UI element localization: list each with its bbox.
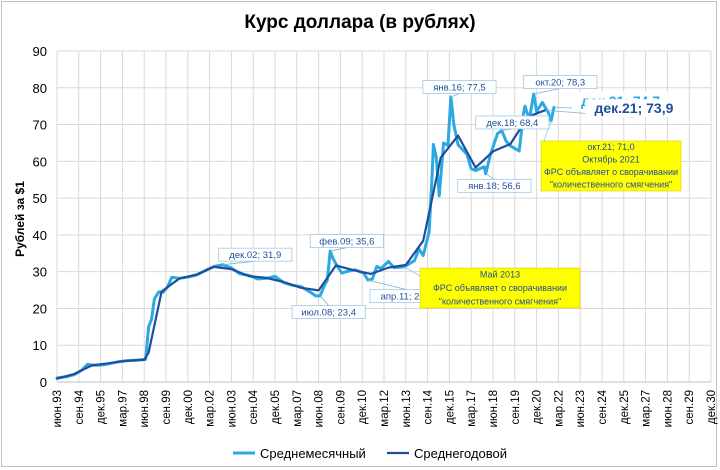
x-tick-label: июн.93	[52, 390, 64, 427]
legend-item: Среднегодовой	[387, 446, 507, 461]
x-tick-label: сен.29	[684, 390, 696, 424]
x-tick-label: дек.00	[183, 390, 195, 424]
svg-text:ФРС объявляет о сворачивании: ФРС объявляет о сворачивании	[433, 283, 567, 293]
grid-layer	[56, 50, 712, 383]
data-label: дек.02; 31,9	[218, 247, 293, 266]
x-tick-label: июн.98	[139, 390, 151, 427]
x-tick-label: июн.08	[314, 390, 326, 427]
svg-text:янв.18; 56,6: янв.18; 56,6	[468, 181, 520, 192]
callout-box: Май 2013 ФРС объявляет о сворачивании "кол…	[404, 266, 581, 309]
y-tick-label: 40	[33, 228, 47, 243]
svg-text:"количественного смягчения": "количественного смягчения"	[439, 296, 561, 306]
svg-text:дек.18; 68,4: дек.18; 68,4	[486, 118, 538, 129]
x-tick-label: дек.30	[706, 390, 718, 424]
svg-text:Май 2013: Май 2013	[480, 270, 520, 280]
svg-text:фев.09; 35,6: фев.09; 35,6	[319, 236, 374, 247]
y-tick-label: 90	[33, 44, 47, 59]
legend: Среднемесячный Среднегодовой	[233, 446, 507, 461]
y-tick-label: 30	[33, 265, 47, 280]
x-tick-label: мар.27	[641, 390, 653, 427]
data-label: фев.09; 35,6	[309, 234, 384, 252]
y-tick-label: 0	[40, 375, 47, 390]
svg-text:июл.08; 23,4: июл.08; 23,4	[301, 307, 356, 318]
svg-text:Среднегодовой: Среднегодовой	[414, 446, 507, 461]
svg-text:дек.02; 31,9: дек.02; 31,9	[229, 250, 281, 261]
series-layer	[55, 92, 556, 380]
x-tick-label: сен.94	[74, 389, 86, 424]
svg-text:ФРС объявляет о сворачивании: ФРС объявляет о сворачивании	[544, 167, 678, 177]
chart-title: Курс доллара (в рублях)	[244, 12, 475, 33]
svg-text:окт.21; 71,0: окт.21; 71,0	[587, 142, 634, 152]
x-tick-label: мар.97	[117, 390, 129, 427]
series-line-monthly	[55, 92, 556, 380]
svg-text:янв.16; 77,5: янв.16; 77,5	[433, 82, 485, 93]
data-label: окт.20; 78,3	[523, 75, 598, 95]
svg-text:дек.21; 73,9: дек.21; 73,9	[594, 100, 673, 116]
y-tick-label: 60	[33, 154, 47, 169]
x-tick-label: сен.09	[335, 390, 347, 424]
x-tick-label: июн.13	[401, 390, 413, 427]
data-label: янв.16; 77,5	[422, 80, 497, 98]
svg-text:Среднемесячный: Среднемесячный	[260, 446, 366, 461]
x-tick-label: дек.20	[532, 390, 544, 424]
y-tick-label: 20	[33, 301, 47, 316]
x-tick-label: мар.17	[466, 390, 478, 427]
legend-item: Среднемесячный	[233, 446, 366, 461]
x-tick-label: дек.25	[619, 390, 631, 424]
x-tick-label: дек.05	[270, 390, 282, 424]
x-tick-label: мар.12	[379, 390, 391, 427]
x-tick-labels: июн.93 сен.94 дек.95 мар.97 июн.98 сен.99 дек.…	[52, 389, 718, 427]
x-tick-label: сен.14	[423, 389, 435, 424]
x-tick-label: дек.95	[96, 390, 108, 424]
x-tick-label: июн.03	[226, 390, 238, 427]
x-tick-label: дек.10	[357, 390, 369, 424]
svg-text:Октябрь 2021: Октябрь 2021	[582, 155, 639, 165]
x-tick-label: сен.04	[248, 389, 260, 424]
x-tick-label: мар.02	[205, 390, 217, 427]
x-tick-label: мар.07	[292, 390, 304, 427]
svg-text:"количественного смягчения": "количественного смягчения"	[550, 180, 672, 190]
data-label: дек.21; 73,9	[545, 99, 683, 118]
x-tick-label: сен.99	[161, 390, 173, 424]
annotation-layer: янв.16; 77,5 окт.20; 78,3 дек.18; 68,4 дек.…	[218, 75, 683, 319]
x-tick-label: сен.24	[597, 389, 609, 424]
data-label: июл.08; 23,4	[291, 295, 366, 319]
y-tick-label: 70	[33, 118, 47, 133]
y-tick-label: 10	[33, 338, 47, 353]
x-tick-label: дек.15	[444, 390, 456, 424]
x-tick-label: мар.22	[553, 390, 565, 427]
y-tick-labels: 0 10 20 30 40 50 60 70 80 90	[33, 44, 47, 390]
x-tick-label: июн.18	[488, 390, 500, 427]
data-label: янв.18; 56,6	[457, 173, 532, 193]
y-axis-label: Рублей за $1	[13, 181, 27, 257]
x-tick-label: сен.19	[510, 390, 522, 424]
svg-text:апр.11; 27,7: апр.11; 27,7	[381, 291, 433, 302]
y-tick-label: 80	[33, 81, 47, 96]
data-label: дек.18; 68,4	[475, 115, 550, 131]
callout-box: окт.21; 71,0 Октябрь 2021 ФРС объявляет о …	[540, 120, 682, 192]
svg-text:окт.20; 78,3: окт.20; 78,3	[535, 77, 585, 88]
x-tick-label: июн.28	[662, 390, 674, 427]
x-tick-label: июн.23	[575, 390, 587, 427]
y-tick-label: 50	[33, 191, 47, 206]
series-line-yearly	[55, 109, 547, 380]
